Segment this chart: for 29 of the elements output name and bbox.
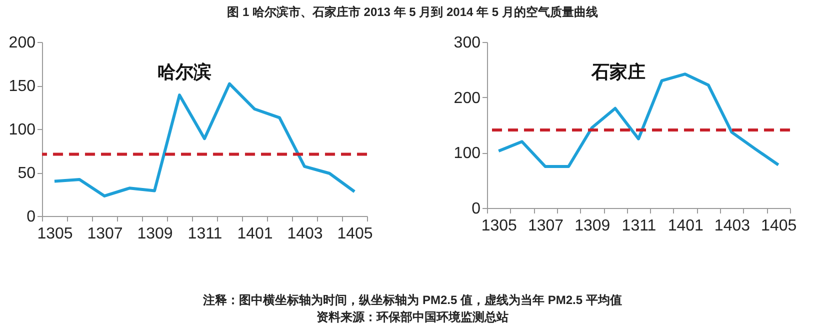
x-tick-label: 1405	[761, 218, 797, 234]
text: 注释：图中横坐标轴为时间，纵坐标轴为 PM2.5 值，虚线为当年 PM2.5 平均值	[202, 292, 623, 309]
x-tick-label: 1307	[87, 226, 123, 242]
x-tick-label: 1401	[237, 226, 273, 242]
x-tick-label: 1405	[337, 226, 373, 242]
y-tick-label: 0	[472, 200, 481, 218]
y-tick-label: 100	[454, 145, 481, 162]
y-tick-label: 150	[8, 78, 36, 95]
x-tick-label: 1403	[287, 226, 323, 242]
text: 哈尔滨	[158, 62, 212, 82]
x-tick-label: 1311	[188, 226, 222, 242]
text: 资料来源：环保部中国环境监测总站	[316, 309, 510, 326]
x-tick-label: 1305	[37, 226, 73, 242]
x-tick-label: 1307	[528, 218, 564, 234]
line-series	[53, 82, 356, 198]
y-tick-label: 100	[8, 122, 36, 138]
y-tick-label: 200	[8, 34, 36, 52]
text: 石家庄	[590, 62, 646, 82]
y-tick-label: 300	[454, 34, 481, 52]
x-tick-label: 1305	[481, 218, 518, 234]
x-tick-label: 1311	[622, 218, 656, 234]
caption: 图 1 哈尔滨市、石家庄市 2013 年 5 月到 2014 年 5 月的空气质量曲线	[226, 4, 599, 21]
x-tick-label: 1401	[668, 218, 704, 234]
y-tick-label: 0	[26, 208, 36, 226]
x-tick-label: 1309	[137, 226, 173, 242]
x-tick-label: 1309	[574, 218, 610, 234]
x-tick-label: 1403	[714, 218, 750, 234]
y-tick-label: 200	[454, 90, 481, 107]
y-tick-label: 50	[18, 165, 36, 182]
